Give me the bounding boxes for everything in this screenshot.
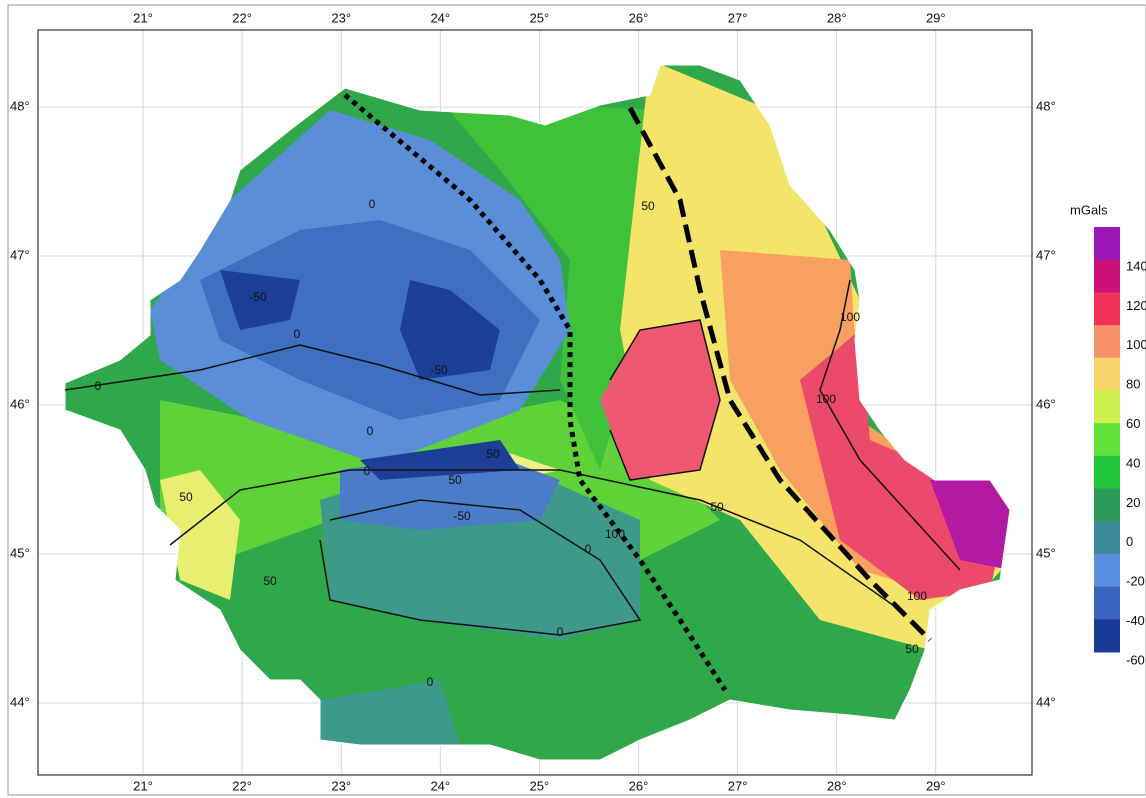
lat-label: 45°	[10, 545, 30, 560]
legend-label: -20	[1126, 574, 1145, 589]
legend-label: 0	[1126, 534, 1133, 549]
contour-label: 50	[263, 574, 277, 588]
contour-label: 50	[486, 447, 500, 461]
contour-label: 0	[557, 625, 564, 639]
legend-swatch	[1094, 586, 1120, 620]
country-outline	[64, 64, 1011, 761]
legend-title: mGals	[1070, 202, 1108, 217]
legend-swatch	[1094, 619, 1120, 653]
fault-dashed	[627, 106, 932, 642]
legend-swatch	[1094, 488, 1120, 522]
lon-label: 22°	[232, 778, 252, 793]
lat-label: 46°	[1036, 396, 1056, 411]
contour-label: 0	[427, 675, 434, 689]
contour-label: 0	[294, 327, 301, 341]
lon-label: 23°	[331, 10, 351, 25]
contour-label: 50	[641, 199, 655, 213]
contour-label: 100	[840, 310, 860, 324]
legend-swatch	[1094, 325, 1120, 359]
lon-label: 25°	[530, 778, 550, 793]
outer-frame	[7, 4, 1146, 796]
contour-label: 50	[710, 500, 724, 514]
lon-label: 23°	[331, 778, 351, 793]
green-north	[440, 100, 660, 470]
blue-nw-deep	[400, 280, 500, 380]
lon-label: 26°	[629, 778, 649, 793]
legend-swatch	[1094, 259, 1120, 293]
lat-label: 44°	[1036, 694, 1056, 709]
contour-label: 50	[905, 642, 919, 656]
lat-label: 48°	[1036, 98, 1056, 113]
contour-label: 0	[95, 379, 102, 393]
lon-label: 27°	[728, 778, 748, 793]
lat-label: 44°	[10, 694, 30, 709]
teal-sw	[320, 680, 460, 745]
contour-label: 0	[364, 464, 371, 478]
legend-label: 120	[1126, 298, 1146, 313]
legend-label: 20	[1126, 495, 1140, 510]
lon-label: 21°	[133, 778, 153, 793]
contour-line	[819, 279, 961, 571]
legend-label: -40	[1126, 613, 1145, 628]
legend-swatch	[1094, 553, 1120, 588]
contour-line	[64, 344, 561, 396]
contour-label: -50	[453, 509, 471, 523]
blue-w-deep	[220, 270, 300, 330]
contour-label: 0	[369, 197, 376, 211]
contour-label: 50	[448, 473, 462, 487]
lon-label: 24°	[430, 10, 450, 25]
legend-swatch	[1094, 227, 1120, 261]
legend-swatch	[1094, 455, 1120, 490]
contour-line	[169, 469, 901, 611]
contour-label: 100	[816, 392, 836, 406]
legend-swatch	[1094, 357, 1120, 391]
legend-swatch	[1094, 390, 1120, 424]
lon-label: 25°	[530, 10, 550, 25]
legend-label: 100	[1126, 337, 1146, 352]
lat-label: 45°	[1036, 545, 1056, 560]
legend-swatch	[1094, 521, 1120, 555]
legend-label: 40	[1126, 455, 1140, 470]
lon-label: 29°	[926, 778, 946, 793]
map-frame	[37, 29, 1033, 776]
axis-labels: 21° 22° 23° 24° 25° 26° 27° 28° 29° 21° 22° 23° 24° 2…	[10, 10, 1056, 793]
lon-label: 28°	[827, 778, 847, 793]
lon-label: 24°	[430, 778, 450, 793]
lat-label: 47°	[1036, 247, 1056, 262]
contour-label: -50	[430, 363, 448, 377]
red-center	[600, 320, 720, 480]
magenta-area	[930, 480, 1010, 570]
contour-label: 0	[367, 424, 374, 438]
contour-label: 50	[179, 490, 193, 504]
contour-line	[609, 319, 721, 481]
contour-line	[319, 499, 642, 636]
yellow-sw	[160, 470, 240, 600]
legend-swatch	[1094, 292, 1120, 326]
lon-label: 26°	[629, 10, 649, 25]
contour-label: 0	[585, 542, 592, 556]
lat-label: 46°	[10, 396, 30, 411]
lat-label: 47°	[10, 247, 30, 262]
legend-label: 140	[1126, 258, 1146, 273]
legend-swatch	[1094, 423, 1120, 457]
lon-label: 29°	[926, 10, 946, 25]
contour-label: 100	[605, 527, 625, 541]
legend-label: -60	[1126, 652, 1145, 667]
contour-label: 100	[907, 589, 927, 603]
legend-label: 60	[1126, 416, 1140, 431]
lon-label: 22°	[232, 10, 252, 25]
legend-label: 80	[1126, 377, 1140, 392]
legend: mGals 140 120 100 80 60 40 20 0 -20 -40 -60	[1070, 202, 1146, 667]
contour-label: -50	[249, 290, 267, 304]
lon-label: 27°	[728, 10, 748, 25]
lat-label: 48°	[10, 98, 30, 113]
lon-label: 28°	[827, 10, 847, 25]
lon-label: 21°	[133, 10, 153, 25]
